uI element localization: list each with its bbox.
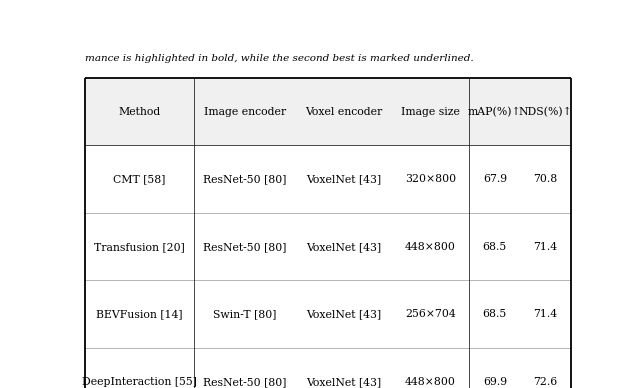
- Text: CMT [58]: CMT [58]: [113, 174, 166, 184]
- Text: 256×704: 256×704: [405, 309, 456, 319]
- Text: VoxelNet [43]: VoxelNet [43]: [306, 377, 381, 387]
- Text: VoxelNet [43]: VoxelNet [43]: [306, 174, 381, 184]
- Text: VoxelNet [43]: VoxelNet [43]: [306, 309, 381, 319]
- Text: BEVFusion [14]: BEVFusion [14]: [96, 309, 182, 319]
- Text: 67.9: 67.9: [483, 174, 507, 184]
- Text: ResNet-50 [80]: ResNet-50 [80]: [203, 377, 286, 387]
- Text: Image size: Image size: [401, 107, 460, 117]
- Text: NDS(%)↑: NDS(%)↑: [519, 107, 573, 117]
- Text: 448×800: 448×800: [405, 377, 456, 387]
- Text: Image encoder: Image encoder: [204, 107, 285, 117]
- Text: mAP(%)↑: mAP(%)↑: [468, 107, 522, 117]
- Text: DeepInteraction [55]: DeepInteraction [55]: [82, 377, 197, 387]
- Text: ResNet-50 [80]: ResNet-50 [80]: [203, 174, 286, 184]
- Text: 68.5: 68.5: [483, 309, 507, 319]
- Text: 70.8: 70.8: [534, 174, 558, 184]
- Text: 71.4: 71.4: [534, 309, 557, 319]
- Text: Voxel encoder: Voxel encoder: [305, 107, 382, 117]
- Text: 320×800: 320×800: [404, 174, 456, 184]
- Text: 448×800: 448×800: [405, 242, 456, 252]
- Text: 69.9: 69.9: [483, 377, 507, 387]
- Text: VoxelNet [43]: VoxelNet [43]: [306, 242, 381, 252]
- Text: Swin-T [80]: Swin-T [80]: [213, 309, 276, 319]
- Text: ResNet-50 [80]: ResNet-50 [80]: [203, 242, 286, 252]
- Bar: [85, 78, 571, 146]
- Text: Transfusion [20]: Transfusion [20]: [94, 242, 185, 252]
- Text: mance is highlighted in bold, while the second best is marked underlined.: mance is highlighted in bold, while the …: [85, 54, 474, 63]
- Text: Method: Method: [118, 107, 161, 117]
- Text: 71.4: 71.4: [534, 242, 557, 252]
- Text: 72.6: 72.6: [534, 377, 558, 387]
- Text: 68.5: 68.5: [483, 242, 507, 252]
